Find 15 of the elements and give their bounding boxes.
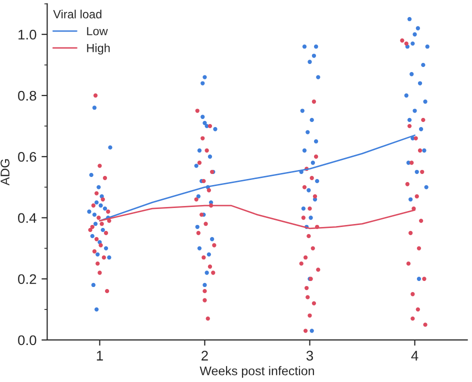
x-tick-label: 2 bbox=[202, 350, 208, 360]
y-axis-title: ADG bbox=[0, 159, 10, 186]
y-tick-label: 0.8 bbox=[18, 90, 36, 101]
y-tick-label: 0.4 bbox=[18, 213, 36, 223]
x-tick-label: 4 bbox=[411, 350, 418, 360]
x-tick-label: 3 bbox=[306, 350, 313, 361]
y-tick-label: 0.2 bbox=[18, 274, 36, 284]
x-tick-label: 1 bbox=[96, 350, 103, 360]
legend-title: Viral load bbox=[53, 10, 102, 18]
y-tick-label: 0.0 bbox=[18, 335, 36, 346]
x-axis-title: Weeks post infection bbox=[200, 366, 314, 378]
legend-label: Low bbox=[87, 27, 108, 36]
legend-label: High bbox=[87, 44, 110, 55]
y-tick-label: 0.6 bbox=[18, 152, 36, 162]
y-tick-label: 1.0 bbox=[18, 30, 36, 40]
